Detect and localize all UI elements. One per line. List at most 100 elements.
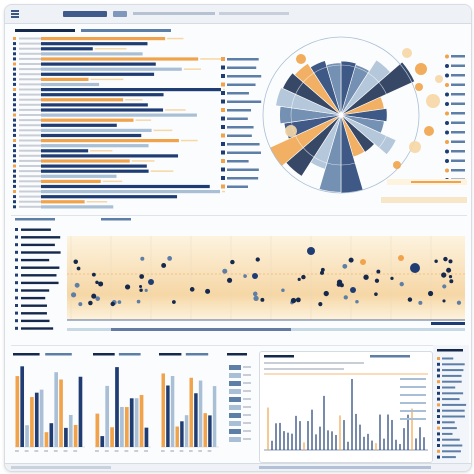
data-point (260, 297, 265, 302)
label-swatch (221, 99, 225, 104)
menu-icon[interactable] (11, 10, 19, 18)
label-swatch (221, 150, 225, 155)
radial-slice (340, 114, 397, 156)
footer-segment-2 (259, 466, 431, 469)
category-label (21, 327, 54, 330)
data-point (297, 277, 301, 281)
side-swatch (437, 380, 440, 384)
row-label (19, 180, 56, 183)
bar-annotation (150, 170, 174, 172)
category-swatch (15, 319, 18, 323)
panel-footer (381, 197, 467, 203)
data-point (73, 259, 79, 264)
bar (41, 52, 143, 56)
category-swatch (15, 243, 18, 247)
category-label (21, 228, 51, 231)
row-label (19, 47, 52, 50)
row-label (19, 170, 58, 173)
legend-text (451, 131, 465, 134)
column-chart-2 (93, 353, 151, 452)
label-text (227, 83, 256, 86)
dot-timeline-chart (15, 218, 465, 331)
column-bar (161, 373, 165, 447)
bar (41, 103, 148, 107)
row-marker (13, 174, 16, 178)
data-point (144, 288, 148, 292)
bar-annotation (183, 68, 201, 70)
side-note (400, 394, 426, 396)
side-label (442, 369, 464, 372)
side-label (442, 398, 460, 401)
label-text (227, 126, 254, 129)
legend-text (451, 64, 465, 67)
category-swatch (15, 281, 18, 285)
column-chart-1 (13, 353, 85, 452)
tick-label (95, 450, 99, 452)
legend-dot (445, 140, 449, 144)
bar-list-chart (13, 29, 254, 209)
data-point (139, 274, 145, 279)
tick-label (198, 450, 202, 452)
bar-annotation (180, 139, 198, 142)
legend-text (451, 140, 465, 143)
column-bar (49, 423, 54, 447)
bubble (296, 54, 306, 64)
label-swatch (221, 133, 225, 138)
label-swatch (221, 57, 225, 61)
data-point (167, 256, 173, 261)
bar (41, 200, 85, 204)
data-point (342, 263, 348, 269)
inner-ring (290, 64, 392, 166)
column-bar (139, 395, 144, 447)
category-swatch (15, 304, 18, 307)
bar (41, 205, 114, 209)
category-label (21, 274, 57, 277)
bar (41, 190, 221, 194)
header-tab-active[interactable] (113, 11, 127, 17)
divider-middle (11, 345, 467, 346)
stacked-block (229, 365, 241, 370)
side-swatch (437, 420, 440, 424)
stacked-label (243, 430, 251, 432)
side-label (442, 403, 467, 406)
panel-subtitle-line (185, 353, 209, 356)
panel-title-line (13, 353, 40, 356)
bubble (415, 83, 423, 91)
legend-dot (445, 54, 449, 59)
side-swatch (437, 386, 440, 389)
label-swatch (221, 159, 225, 163)
label-swatch (221, 91, 225, 95)
row-marker (13, 149, 16, 153)
row-label (19, 149, 43, 152)
panel-title-line (264, 355, 294, 358)
side-swatch (437, 357, 440, 360)
label-swatch (221, 82, 225, 87)
side-swatch (437, 449, 440, 453)
column-bar (203, 413, 207, 447)
category-swatch (15, 228, 18, 231)
row-label (19, 165, 51, 167)
category-swatch (15, 311, 18, 315)
row-label (19, 185, 57, 188)
radial-chart (221, 36, 467, 203)
column-bar (124, 407, 129, 447)
radial-slice (294, 62, 342, 116)
column-bar (198, 380, 203, 447)
bar (41, 164, 147, 168)
bar-annotation (94, 48, 127, 50)
bar-annotation (167, 37, 184, 40)
side-panel-list (437, 349, 467, 459)
legend-text (451, 102, 465, 105)
bubble (415, 63, 427, 75)
data-point (348, 257, 354, 263)
tick-label (207, 450, 212, 452)
legend-line-2 (264, 368, 344, 370)
bar (41, 62, 156, 66)
column-bar (59, 379, 63, 447)
column-bar (170, 376, 175, 447)
legend-text (451, 159, 465, 162)
label-text (227, 143, 260, 146)
search-input[interactable] (63, 11, 107, 17)
legend-text (451, 121, 465, 124)
label-text (227, 160, 249, 163)
